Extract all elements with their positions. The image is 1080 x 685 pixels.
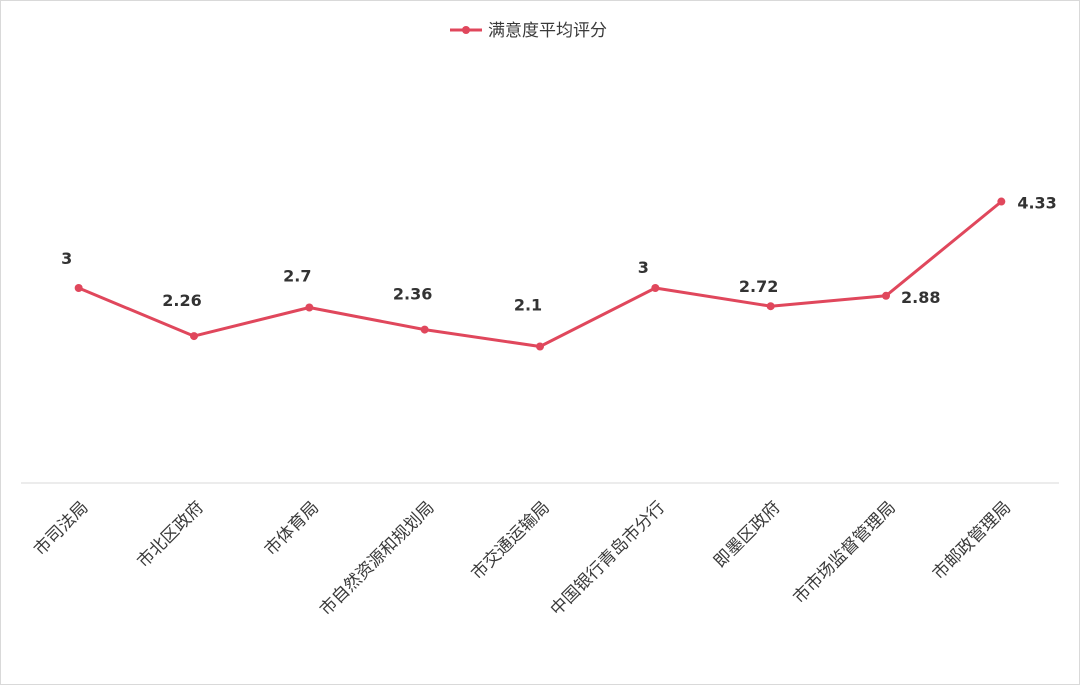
category-label: 市交通运输局 <box>468 498 554 584</box>
data-label: 2.1 <box>514 296 542 315</box>
data-label: 3 <box>638 258 649 277</box>
data-label: 2.88 <box>901 288 940 307</box>
data-point <box>74 284 83 292</box>
data-point <box>651 284 660 292</box>
data-label: 3 <box>61 249 72 268</box>
data-label: 2.36 <box>393 285 432 304</box>
category-label: 市司法局 <box>30 498 92 560</box>
data-point <box>766 302 775 311</box>
data-label: 2.72 <box>739 277 778 296</box>
data-point <box>420 325 429 334</box>
data-point <box>305 303 314 312</box>
data-point <box>536 342 544 351</box>
category-label: 市邮政管理局 <box>929 498 1015 584</box>
plot-area: 3 2.26 2.7 2.36 2.1 3 2.72 2.88 4.33 市司法局 市北区政府 市体育… <box>30 194 1057 620</box>
legend: 满意度平均评分 <box>450 21 607 41</box>
category-label: 市自然资源和规划局 <box>316 498 438 620</box>
data-label: 4.33 <box>1017 194 1056 213</box>
legend-series-name: 满意度平均评分 <box>488 21 607 41</box>
data-point <box>997 197 1006 206</box>
series-line <box>78 200 1003 348</box>
category-label: 市北区政府 <box>134 498 208 572</box>
category-label: 市市场监督管理局 <box>789 498 899 608</box>
data-label: 2.7 <box>283 267 311 286</box>
data-label: 2.26 <box>162 291 201 310</box>
category-label: 即墨区政府 <box>710 498 784 572</box>
data-point <box>190 332 198 341</box>
category-label: 市体育局 <box>261 498 323 560</box>
legend-dot-marker <box>462 26 470 34</box>
category-label: 中国银行青岛市分行 <box>547 498 669 620</box>
data-point <box>882 291 890 300</box>
